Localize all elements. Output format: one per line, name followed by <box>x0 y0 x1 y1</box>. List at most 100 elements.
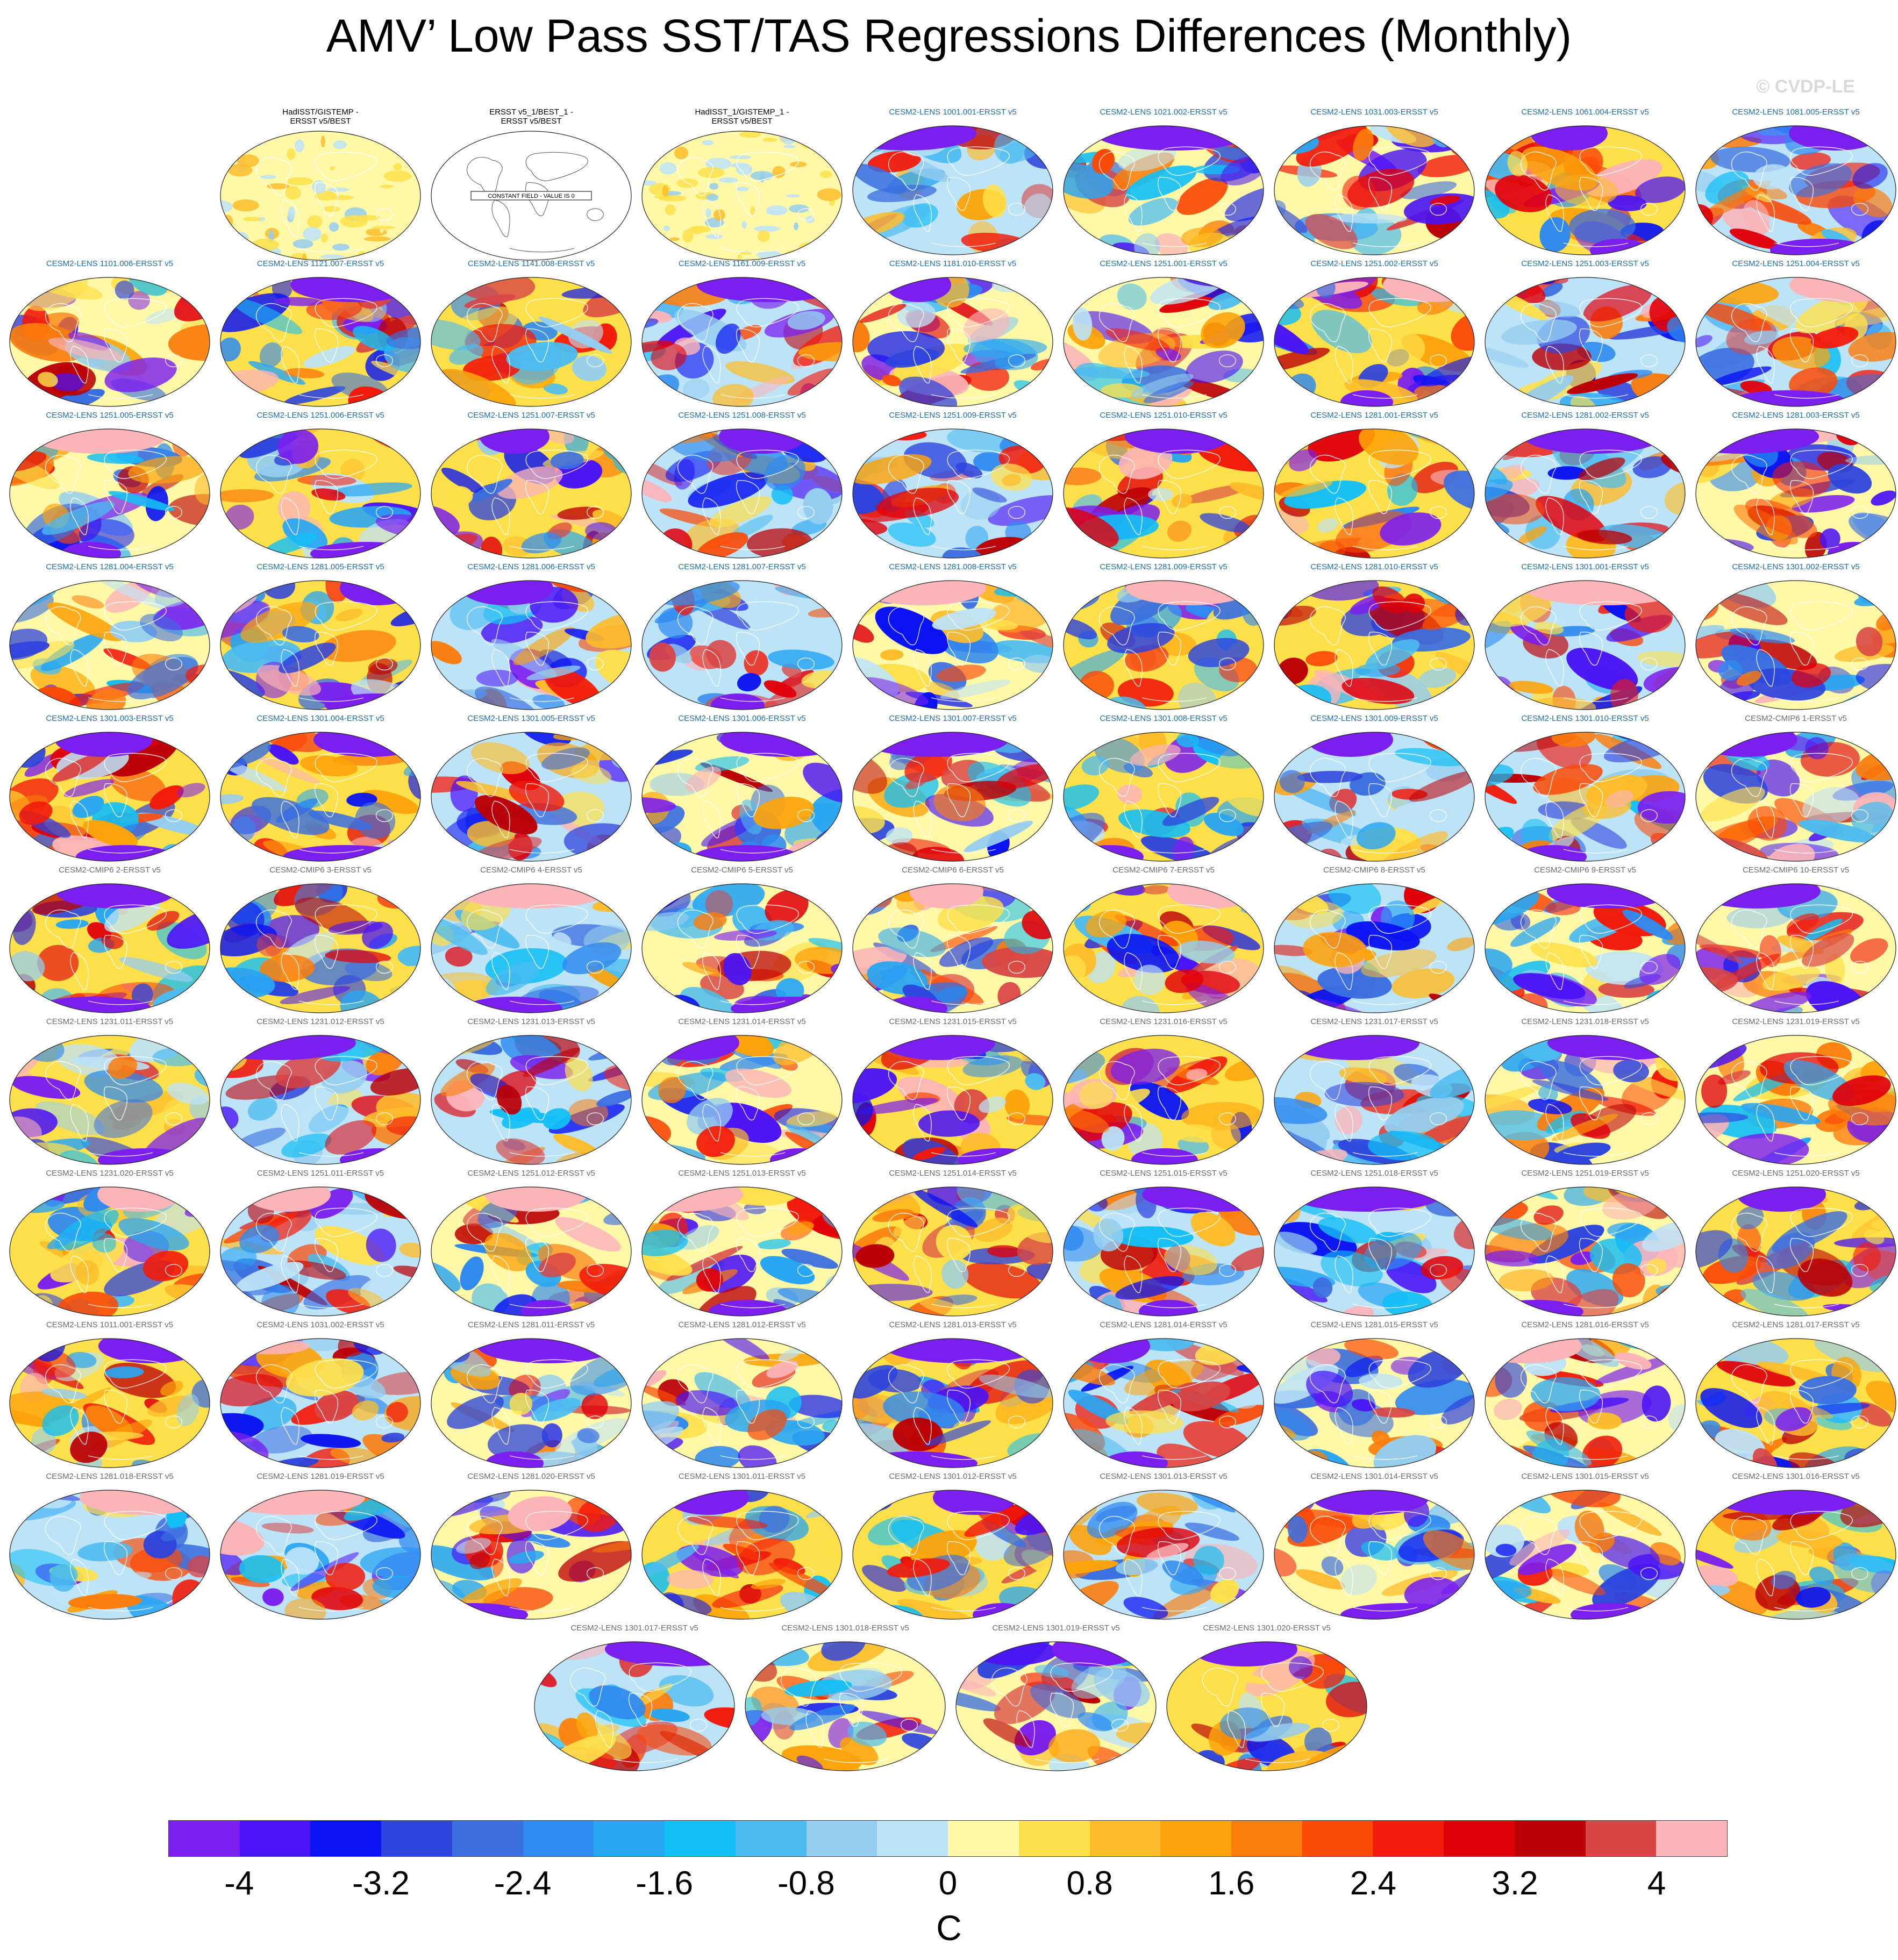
colorbar-swatch <box>1160 1821 1232 1856</box>
map-outline <box>1274 125 1475 255</box>
map-outline <box>641 1186 843 1317</box>
map-panel: CESM2-LENS 1251.020-ERSST v5 <box>1694 1169 1898 1325</box>
map-panel: CESM2-LENS 1281.009-ERSST v5 <box>1061 562 1266 718</box>
map-heatmap <box>431 1186 632 1317</box>
map-outline <box>431 1186 632 1317</box>
colorbar-tick-label: -1.6 <box>636 1865 694 1902</box>
map-panel: CESM2-CMIP6 3-ERSST v5 <box>218 865 423 1021</box>
map-panel-title: CESM2-LENS 1251.008-ERSST v5 <box>678 411 806 420</box>
map-panel: CESM2-LENS 1231.015-ERSST v5 <box>851 1017 1055 1173</box>
colorbar-tick-label: -4 <box>224 1865 254 1902</box>
map-heatmap <box>641 732 843 862</box>
map-heatmap <box>1485 1035 1686 1165</box>
map-outline <box>1166 1641 1367 1771</box>
map-heatmap <box>955 1641 1157 1771</box>
map-panel: CESM2-LENS 1251.019-ERSST v5 <box>1483 1169 1687 1325</box>
map-panel: CESM2-LENS 1251.014-ERSST v5 <box>851 1169 1055 1325</box>
map-panel: CESM2-LENS 1281.014-ERSST v5 <box>1061 1320 1266 1476</box>
map-panel: CESM2-LENS 1231.014-ERSST v5 <box>640 1017 844 1173</box>
map-outline <box>641 131 843 261</box>
map-panel-title: CESM2-LENS 1231.011-ERSST v5 <box>46 1017 174 1026</box>
map-panel-grid: HadISST/GISTEMP - ERSST v5/BEST ERSST v5_… <box>8 108 1898 1779</box>
map-panel-title: CESM2-CMIP6 10-ERSST v5 <box>1742 865 1850 875</box>
map-panel: CESM2-CMIP6 9-ERSST v5 <box>1483 865 1687 1021</box>
map-panel: HadISST/GISTEMP - ERSST v5/BEST <box>218 108 423 263</box>
chart-title: AMV’ Low Pass SST/TAS Regressions Differ… <box>326 10 1572 62</box>
map-panel: CESM2-LENS 1281.001-ERSST v5 <box>1272 411 1476 567</box>
map-panel-title: CESM2-LENS 1251.007-ERSST v5 <box>467 411 595 420</box>
map-outline <box>1274 1186 1475 1317</box>
map-panel-title: HadISST_1/GISTEMP_1 - ERSST v5/BEST <box>695 108 789 126</box>
map-outline <box>534 1641 735 1771</box>
map-outline <box>641 1338 843 1468</box>
colorbar-swatch <box>1585 1821 1657 1856</box>
map-panel: CESM2-LENS 1251.013-ERSST v5 <box>640 1169 844 1325</box>
map-panel: CESM2-LENS 1301.001-ERSST v5 <box>1483 562 1687 718</box>
map-heatmap <box>431 580 632 710</box>
colorbar-swatch <box>381 1821 452 1856</box>
map-heatmap <box>1274 1186 1475 1317</box>
map-panel-title: CESM2-LENS 1281.003-ERSST v5 <box>1732 411 1860 420</box>
map-heatmap <box>1695 883 1896 1013</box>
map-panel-title: CESM2-LENS 1281.010-ERSST v5 <box>1310 562 1438 571</box>
map-outline <box>1274 428 1475 559</box>
map-panel: CESM2-LENS 1011.001-ERSST v5 <box>8 1320 212 1476</box>
map-panel: CESM2-LENS 1301.020-ERSST v5 <box>1165 1623 1369 1779</box>
map-panel-title: CESM2-LENS 1251.018-ERSST v5 <box>1310 1169 1438 1178</box>
map-outline <box>1695 883 1896 1013</box>
map-panel: CESM2-LENS 1251.010-ERSST v5 <box>1061 411 1266 567</box>
colorbar-swatch <box>1373 1821 1444 1856</box>
map-outline <box>1063 732 1264 862</box>
map-outline <box>1063 428 1264 559</box>
map-outline <box>431 580 632 710</box>
map-heatmap <box>9 1035 210 1165</box>
colorbar-swatch <box>1089 1821 1161 1856</box>
colorbar-swatch <box>1231 1821 1302 1856</box>
colorbar-swatch <box>1018 1821 1090 1856</box>
map-panel: CESM2-LENS 1281.018-ERSST v5 <box>8 1472 212 1628</box>
map-panel-title: CESM2-LENS 1281.001-ERSST v5 <box>1310 411 1438 420</box>
map-panel-title: CESM2-LENS 1031.002-ERSST v5 <box>256 1320 384 1329</box>
map-panel: CESM2-LENS 1001.001-ERSST v5 <box>851 108 1055 263</box>
map-panel: CESM2-LENS 1251.001-ERSST v5 <box>1061 259 1266 415</box>
map-outline <box>1695 1338 1896 1468</box>
colorbar-ticks: -4 -3.2 -2.4 -1.6 -0.8 0 0.8 1.6 2.4 3.2 4 <box>0 1864 1898 1907</box>
map-panel: CESM2-LENS 1281.017-ERSST v5 <box>1694 1320 1898 1476</box>
map-outline <box>9 277 210 407</box>
map-panel-title: CESM2-LENS 1231.016-ERSST v5 <box>1100 1017 1228 1026</box>
map-outline <box>1063 125 1264 255</box>
map-panel-title: CESM2-CMIP6 6-ERSST v5 <box>902 865 1004 875</box>
map-heatmap <box>431 883 632 1013</box>
map-panel-title: CESM2-LENS 1231.015-ERSST v5 <box>889 1017 1017 1026</box>
map-panel: CESM2-LENS 1301.008-ERSST v5 <box>1061 714 1266 870</box>
map-panel-title: CESM2-LENS 1251.019-ERSST v5 <box>1521 1169 1649 1178</box>
map-heatmap <box>1695 1035 1896 1165</box>
map-outline <box>220 131 421 261</box>
map-outline <box>745 1641 946 1771</box>
map-panel: CESM2-LENS 1281.020-ERSST v5 <box>429 1472 633 1628</box>
map-panel-title: CESM2-LENS 1251.004-ERSST v5 <box>1732 259 1860 268</box>
map-panel: CESM2-LENS 1121.007-ERSST v5 <box>218 259 423 415</box>
map-heatmap <box>852 580 1053 710</box>
map-heatmap <box>1485 1186 1686 1317</box>
map-outline <box>852 1186 1053 1317</box>
map-panel: HadISST_1/GISTEMP_1 - ERSST v5/BEST <box>640 108 844 263</box>
map-panel-title: CESM2-LENS 1281.002-ERSST v5 <box>1521 411 1649 420</box>
map-heatmap <box>220 1186 421 1317</box>
map-panel-title: HadISST/GISTEMP - ERSST v5/BEST <box>282 108 359 126</box>
map-outline <box>220 1490 421 1620</box>
map-panel: CESM2-LENS 1281.019-ERSST v5 <box>218 1472 423 1628</box>
map-panel: CESM2-LENS 1101.006-ERSST v5 <box>8 259 212 415</box>
map-panel-title: CESM2-LENS 1231.020-ERSST v5 <box>46 1169 174 1178</box>
map-heatmap <box>641 580 843 710</box>
map-outline <box>1485 1490 1686 1620</box>
map-heatmap <box>220 1490 421 1620</box>
map-panel: CESM2-LENS 1231.011-ERSST v5 <box>8 1017 212 1173</box>
map-heatmap <box>9 732 210 862</box>
map-panel-title: CESM2-LENS 1081.005-ERSST v5 <box>1732 108 1860 117</box>
map-panel-title: CESM2-LENS 1231.014-ERSST v5 <box>678 1017 806 1026</box>
map-panel-title: CESM2-LENS 1281.019-ERSST v5 <box>256 1472 384 1481</box>
map-heatmap <box>1485 125 1686 255</box>
map-panel: CESM2-LENS 1301.011-ERSST v5 <box>640 1472 844 1628</box>
map-panel-title: CESM2-LENS 1301.011-ERSST v5 <box>678 1472 806 1481</box>
